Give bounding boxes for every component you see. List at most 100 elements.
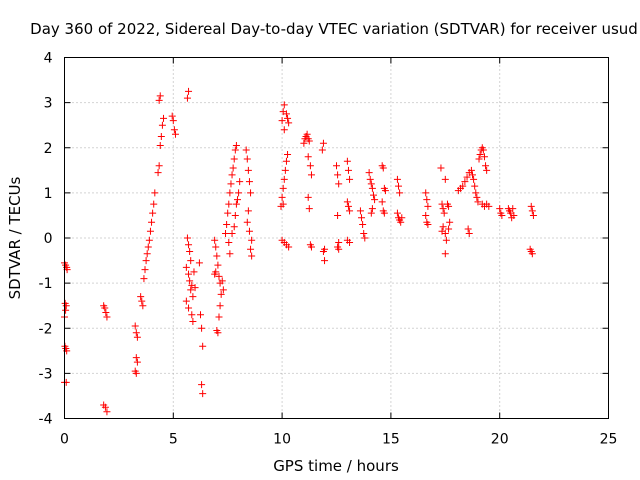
data-point <box>212 243 220 251</box>
data-point <box>465 229 473 237</box>
data-point <box>247 189 255 197</box>
data-point <box>485 202 493 210</box>
data-point <box>461 178 469 186</box>
data-point <box>62 302 70 310</box>
data-point <box>474 198 482 206</box>
data-point <box>232 200 240 208</box>
data-point <box>346 239 354 247</box>
data-point <box>145 236 153 244</box>
data-point <box>446 218 454 226</box>
data-point <box>199 342 207 350</box>
data-point <box>244 207 252 215</box>
data-point <box>346 175 354 183</box>
data-point <box>211 270 219 278</box>
data-point <box>170 126 178 134</box>
data-point <box>280 175 288 183</box>
data-point <box>222 229 230 237</box>
data-point <box>189 293 197 301</box>
data-point <box>228 229 236 237</box>
data-point <box>365 169 373 177</box>
data-point <box>358 214 366 222</box>
data-point <box>199 390 207 398</box>
data-point <box>445 202 453 210</box>
data-point <box>442 236 450 244</box>
data-point <box>217 290 225 298</box>
data-point <box>185 87 193 95</box>
data-point <box>156 92 164 100</box>
data-point <box>473 193 481 201</box>
data-point <box>103 408 111 416</box>
data-point <box>361 234 369 242</box>
data-point <box>472 189 480 197</box>
x-axis-label: GPS time / hours <box>273 457 399 475</box>
data-point <box>248 252 256 260</box>
x-tick-label: 0 <box>60 432 69 448</box>
data-point <box>215 313 223 321</box>
data-point <box>150 200 158 208</box>
data-point <box>160 114 168 122</box>
data-point <box>230 223 238 231</box>
data-point <box>393 209 401 217</box>
data-point <box>195 259 203 267</box>
data-point <box>285 243 293 251</box>
data-point <box>303 130 311 138</box>
data-point <box>422 211 430 219</box>
data-point <box>424 220 432 228</box>
data-point <box>157 132 165 140</box>
data-point <box>216 302 224 310</box>
data-point <box>463 173 471 181</box>
data-point <box>393 175 401 183</box>
grid-lines <box>64 57 609 419</box>
data-point <box>211 236 219 244</box>
data-point <box>284 114 292 122</box>
data-point <box>103 313 111 321</box>
data-point <box>154 169 162 177</box>
data-point <box>346 207 354 215</box>
data-point <box>281 166 289 174</box>
data-point <box>226 250 234 258</box>
data-point <box>101 403 109 411</box>
data-point <box>528 250 536 258</box>
data-point <box>233 196 241 204</box>
data-point <box>482 162 490 170</box>
data-point <box>334 171 342 179</box>
data-point <box>398 214 406 222</box>
data-point <box>225 200 233 208</box>
data-point <box>319 139 327 147</box>
data-point <box>395 182 403 190</box>
data-point <box>214 329 222 337</box>
data-point <box>187 286 195 294</box>
data-point <box>284 151 292 159</box>
data-point <box>529 211 537 219</box>
data-point <box>229 164 237 172</box>
data-point <box>213 252 221 260</box>
data-point <box>279 200 287 208</box>
data-point <box>132 329 140 337</box>
data-point <box>439 223 447 231</box>
data-point <box>469 171 476 179</box>
data-point <box>381 187 389 195</box>
data-point <box>464 225 472 233</box>
data-point <box>496 205 504 213</box>
data-point <box>278 117 286 125</box>
y-tick-label: -4 <box>39 412 53 428</box>
data-point <box>441 250 449 258</box>
data-point <box>198 324 206 332</box>
data-point <box>132 354 140 362</box>
data-point <box>334 211 342 219</box>
data-point <box>304 193 312 201</box>
data-point <box>245 178 253 186</box>
data-point <box>224 209 232 217</box>
data-point <box>158 121 166 129</box>
data-point <box>243 218 251 226</box>
data-point <box>480 153 488 161</box>
data-point <box>356 207 364 215</box>
data-point <box>459 182 467 190</box>
data-point <box>102 308 110 316</box>
data-point <box>498 211 506 219</box>
data-point <box>148 218 156 226</box>
data-point <box>509 205 517 213</box>
data-point <box>483 166 491 174</box>
tick-labels: 0 5 10 15 20 25 -4 -3 -2 -1 0 1 2 3 4 <box>39 51 618 448</box>
